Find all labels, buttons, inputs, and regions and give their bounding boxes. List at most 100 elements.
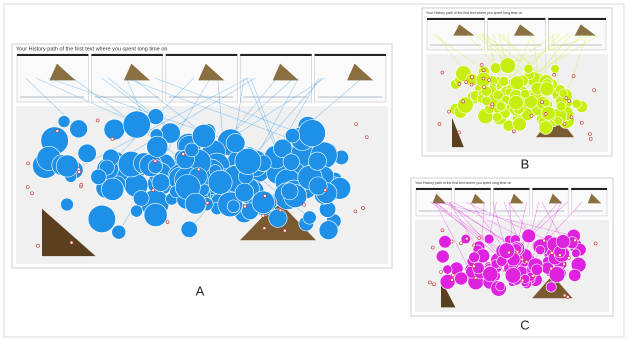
- history-node: [438, 235, 452, 249]
- thumbnail-shape: [510, 193, 524, 204]
- event-dot: [477, 236, 481, 240]
- thumbnail-bar: [165, 54, 238, 56]
- history-node: [143, 203, 168, 227]
- event-dot: [565, 295, 570, 299]
- history-node: [268, 208, 288, 228]
- thumbnail-shape: [272, 63, 299, 81]
- history-node: [307, 151, 327, 171]
- path-line: [507, 33, 557, 66]
- history-node: [499, 57, 516, 74]
- history-node: [90, 168, 107, 185]
- event-dot: [520, 278, 525, 283]
- history-node: [60, 197, 74, 212]
- thumbnail-shape: [513, 24, 536, 36]
- panel-title: Your History path of the first text wher…: [415, 181, 511, 185]
- event-dot: [323, 188, 328, 193]
- thumbnail-shape: [123, 63, 150, 81]
- event-dot: [261, 213, 266, 218]
- thumbnail-bar: [548, 18, 606, 20]
- event-dot: [353, 209, 358, 214]
- event-dot: [464, 80, 468, 84]
- history-node: [571, 248, 581, 258]
- history-node: [509, 75, 525, 91]
- event-dot: [573, 238, 577, 243]
- event-dot: [481, 76, 486, 81]
- event-dot: [540, 100, 544, 104]
- history-node: [55, 154, 79, 178]
- history-node: [284, 128, 301, 144]
- event-dot: [457, 130, 461, 135]
- history-node: [548, 266, 566, 283]
- event-dot: [440, 70, 445, 75]
- event-dot: [571, 74, 576, 78]
- history-node: [558, 88, 568, 98]
- history-node: [550, 64, 560, 74]
- history-node: [180, 220, 198, 238]
- event-dot: [549, 251, 554, 255]
- history-node: [273, 138, 293, 159]
- event-dot: [428, 280, 432, 285]
- event-dot: [487, 78, 491, 82]
- history-node: [308, 176, 328, 196]
- history-node: [571, 98, 582, 109]
- history-node: [504, 267, 522, 284]
- event-dot: [55, 129, 60, 133]
- thumbnail-shape: [49, 63, 76, 81]
- event-dot: [552, 72, 556, 77]
- thumbnail-bar: [314, 54, 386, 56]
- event-dot: [562, 122, 567, 126]
- history-node: [251, 190, 275, 214]
- thumbnail-bar: [571, 188, 607, 190]
- event-dot: [562, 293, 567, 298]
- event-dot: [432, 282, 436, 287]
- event-dot: [364, 135, 369, 139]
- path-line: [436, 201, 574, 237]
- event-dot: [530, 274, 535, 278]
- event-dot: [77, 170, 81, 174]
- history-node: [192, 124, 216, 148]
- thumbnail-shape: [574, 24, 596, 36]
- panel: Your History path of the first text wher…: [11, 43, 393, 298]
- panel-title: Your History path of the first text wher…: [426, 11, 522, 15]
- history-node: [481, 95, 492, 106]
- history-node: [234, 147, 262, 175]
- event-dot: [437, 122, 442, 126]
- thumbnail-shape: [548, 193, 563, 204]
- thumbnail-shape: [347, 63, 374, 81]
- thumbnail-shape: [453, 24, 475, 36]
- event-dot: [181, 152, 186, 156]
- path-line: [533, 33, 539, 78]
- history-node: [482, 266, 499, 283]
- event-dot: [26, 161, 30, 166]
- history-node: [101, 177, 125, 201]
- event-dot: [278, 208, 283, 213]
- history-node: [539, 81, 555, 97]
- event-dot: [30, 191, 34, 196]
- history-node: [122, 110, 151, 139]
- event-dot: [512, 129, 516, 134]
- event-dot: [472, 264, 476, 269]
- history-node: [492, 89, 504, 101]
- history-node: [442, 264, 453, 275]
- history-node: [282, 153, 300, 171]
- event-dot: [440, 228, 445, 233]
- event-dot: [95, 118, 100, 123]
- event-dot: [549, 266, 554, 271]
- thumbnail-bar: [17, 54, 89, 56]
- history-node: [454, 271, 469, 286]
- history-node: [103, 118, 126, 141]
- event-dot: [151, 188, 156, 192]
- history-node: [298, 119, 326, 147]
- history-node: [492, 112, 503, 123]
- event-dot: [165, 220, 170, 224]
- history-node: [302, 210, 317, 225]
- event-dot: [243, 204, 247, 209]
- history-node: [69, 119, 88, 139]
- history-node: [151, 173, 171, 192]
- event-dot: [465, 236, 469, 241]
- event-dot: [507, 250, 511, 255]
- event-dot: [543, 112, 548, 116]
- event-dot: [457, 82, 462, 86]
- history-node: [57, 115, 71, 128]
- history-node: [545, 281, 557, 293]
